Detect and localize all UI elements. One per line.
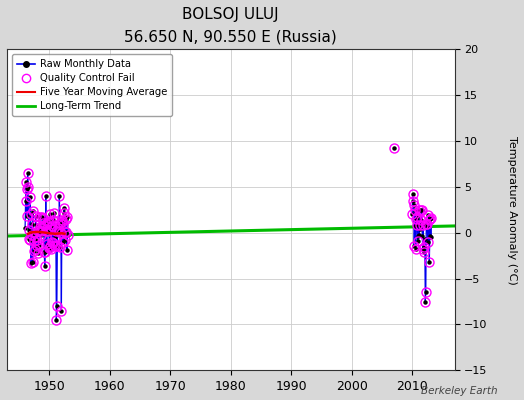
Legend: Raw Monthly Data, Quality Control Fail, Five Year Moving Average, Long-Term Tren: Raw Monthly Data, Quality Control Fail, … <box>12 54 172 116</box>
Title: BOLSOJ ULUJ
56.650 N, 90.550 E (Russia): BOLSOJ ULUJ 56.650 N, 90.550 E (Russia) <box>124 7 337 44</box>
Text: Berkeley Earth: Berkeley Earth <box>421 386 498 396</box>
Y-axis label: Temperature Anomaly (°C): Temperature Anomaly (°C) <box>507 136 517 284</box>
